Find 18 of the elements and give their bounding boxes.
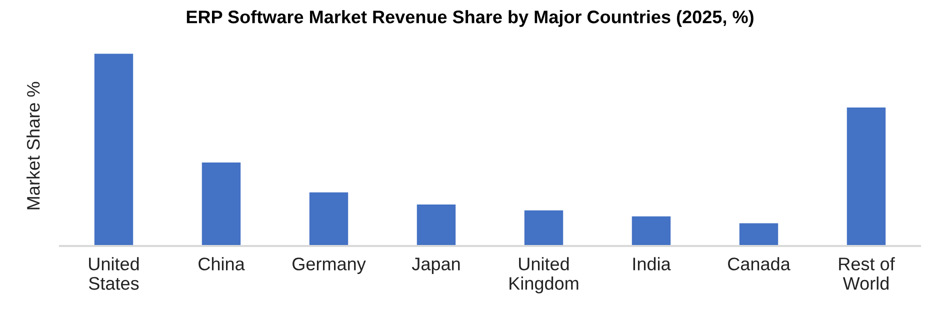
bar	[632, 216, 671, 246]
y-axis-title: Market Share %	[26, 82, 40, 210]
chart-title: ERP Software Market Revenue Share by Major Countries (2025, %)	[186, 10, 754, 27]
x-tick-label: Rest of World	[839, 257, 895, 290]
bar	[416, 204, 456, 246]
x-tick-label: United Kingdom	[510, 257, 578, 294]
x-tick-label: Canada	[728, 257, 790, 270]
x-tick-label: United States	[88, 257, 139, 290]
bar	[524, 210, 564, 246]
x-tick-label: Germany	[292, 258, 366, 274]
x-tick-label: China	[198, 257, 245, 270]
bar	[846, 108, 886, 246]
bar	[94, 54, 134, 246]
x-tick-label: Japan	[412, 258, 460, 274]
bar	[739, 223, 778, 246]
x-tick-label: India	[633, 257, 671, 270]
bar	[309, 192, 348, 246]
bar	[202, 162, 241, 246]
